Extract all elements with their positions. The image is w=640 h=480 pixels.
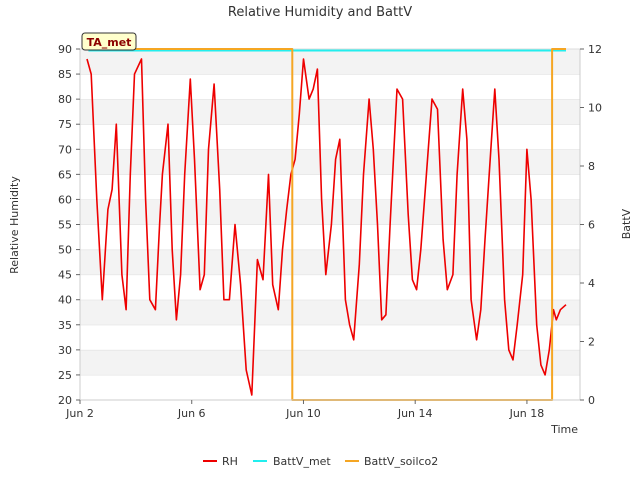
legend-item-rh: RH bbox=[203, 455, 238, 468]
y-tick-label: 90 bbox=[58, 43, 72, 56]
y2-tick-label: 12 bbox=[588, 43, 602, 56]
ta-met-badge: TA_met bbox=[81, 32, 137, 51]
grid-band bbox=[80, 374, 580, 400]
y-tick-label: 45 bbox=[58, 269, 72, 282]
grid-band bbox=[80, 274, 580, 300]
y2-tick-label: 6 bbox=[588, 219, 595, 232]
y-tick-label: 50 bbox=[58, 244, 72, 257]
legend-label-battv-met: BattV_met bbox=[273, 455, 331, 468]
y-tick-label: 70 bbox=[58, 143, 72, 156]
x-tick-label: Jun 10 bbox=[285, 407, 321, 420]
badge-box bbox=[81, 32, 137, 51]
y-tick-label: 60 bbox=[58, 193, 72, 206]
x-tick-label: Jun 18 bbox=[509, 407, 545, 420]
grid-band bbox=[80, 199, 580, 225]
series-rh-line bbox=[86, 58, 567, 396]
grid-band bbox=[80, 299, 580, 325]
grid-band bbox=[80, 174, 580, 200]
x-axis-ticks: Jun 2 Jun 6 Jun 10 Jun 14 Jun 18 bbox=[65, 400, 544, 420]
grid-band bbox=[80, 124, 580, 150]
y-tick-label: 75 bbox=[58, 118, 72, 131]
y2-tick-label: 2 bbox=[588, 336, 595, 349]
legend-label-battv-soilco2: BattV_soilco2 bbox=[364, 455, 438, 468]
y-tick-label: 30 bbox=[58, 344, 72, 357]
y-axis-ticks: 20 25 30 35 40 45 50 55 60 65 70 75 80 85 90 bbox=[58, 43, 80, 407]
grid-band bbox=[80, 324, 580, 350]
grid-bands bbox=[80, 48, 580, 400]
x-axis-label: Time bbox=[550, 423, 578, 436]
x-tick-label: Jun 14 bbox=[397, 407, 433, 420]
legend-item-battv-met: BattV_met bbox=[253, 455, 331, 468]
x-tick-label: Jun 2 bbox=[65, 407, 94, 420]
y2-tick-label: 10 bbox=[588, 102, 602, 115]
chart-title: Relative Humidity and BattV bbox=[228, 5, 412, 20]
y-tick-label: 35 bbox=[58, 319, 72, 332]
badge-label: TA_met bbox=[87, 36, 132, 49]
grid-band bbox=[80, 249, 580, 275]
grid-band bbox=[80, 349, 580, 375]
y2-tick-label: 0 bbox=[588, 394, 595, 407]
y2-axis-label: BattV bbox=[620, 208, 633, 239]
grid-band bbox=[80, 74, 580, 100]
y2-axis-ticks: 0 2 4 6 8 10 12 bbox=[580, 43, 602, 407]
y2-tick-label: 4 bbox=[588, 277, 595, 290]
y-tick-label: 20 bbox=[58, 394, 72, 407]
grid-band bbox=[80, 99, 580, 125]
legend: RH BattV_met BattV_soilco2 bbox=[203, 455, 438, 468]
grid-band bbox=[80, 149, 580, 175]
y-tick-label: 65 bbox=[58, 168, 72, 181]
y-tick-label: 55 bbox=[58, 219, 72, 232]
x-tick-label: Jun 6 bbox=[177, 407, 206, 420]
legend-label-rh: RH bbox=[222, 455, 238, 468]
y-axis-label: Relative Humidity bbox=[8, 176, 21, 274]
y2-tick-label: 8 bbox=[588, 160, 595, 173]
legend-item-battv-soilco2: BattV_soilco2 bbox=[345, 455, 438, 468]
grid-band bbox=[80, 49, 580, 75]
y-tick-label: 40 bbox=[58, 294, 72, 307]
y-tick-label: 25 bbox=[58, 369, 72, 382]
y-tick-label: 85 bbox=[58, 68, 72, 81]
y-tick-label: 80 bbox=[58, 93, 72, 106]
